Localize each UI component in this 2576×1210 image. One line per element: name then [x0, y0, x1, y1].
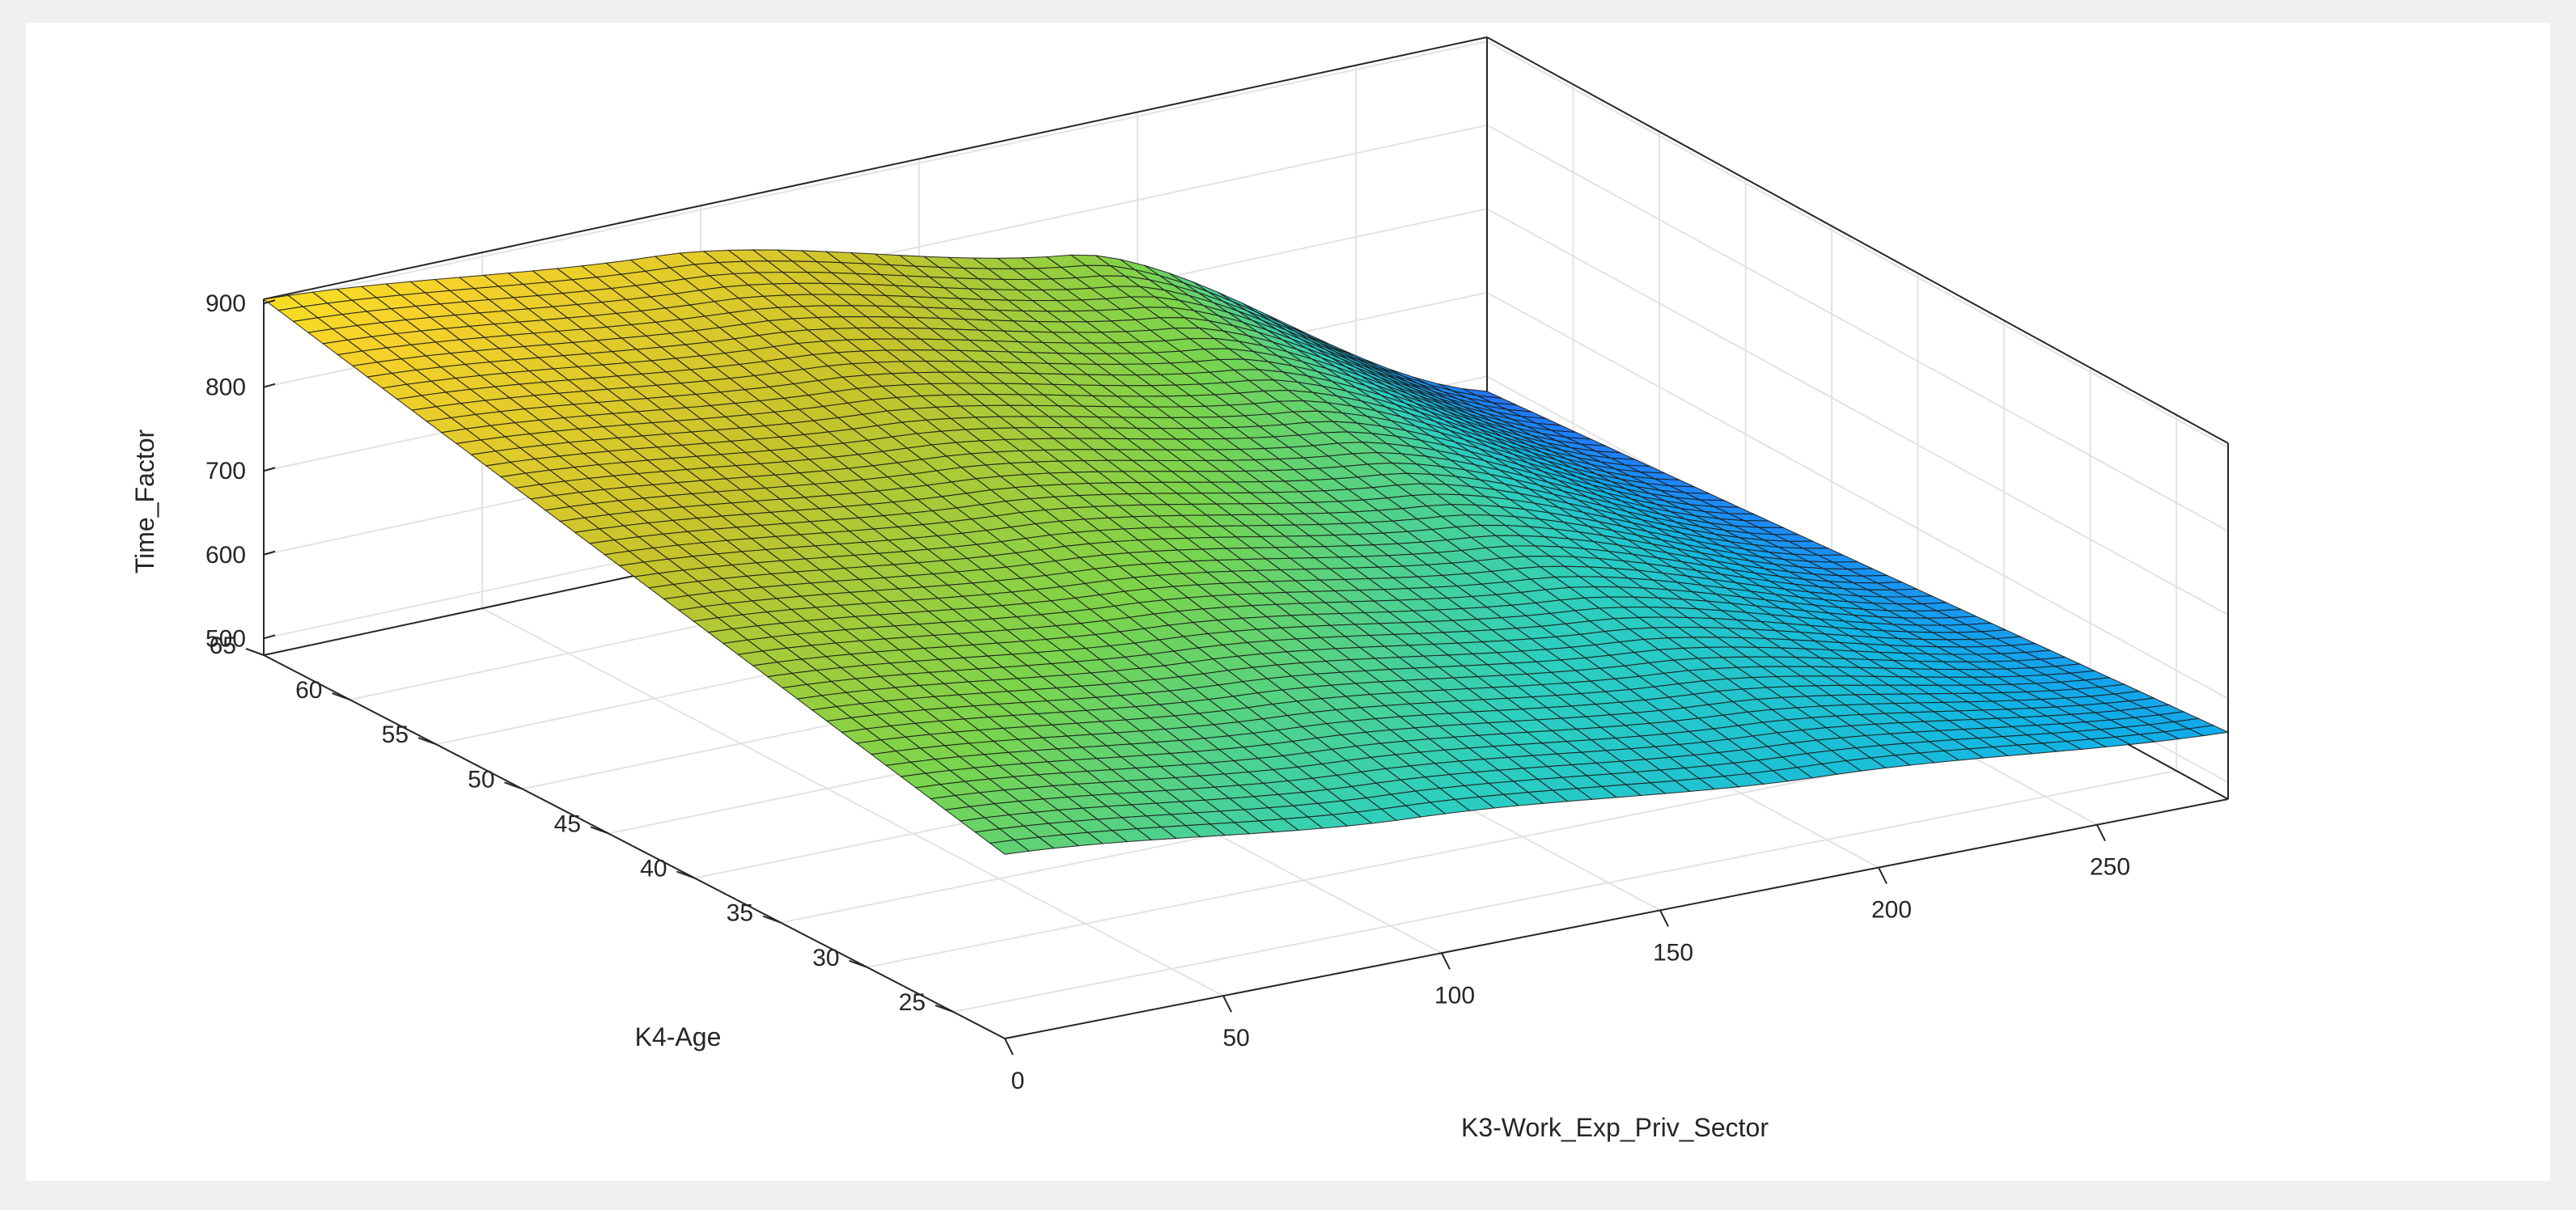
z-tick-label: 600 — [205, 542, 246, 569]
y-tick-label: 50 — [468, 766, 494, 793]
y-tick-mark — [590, 826, 609, 835]
z-tick-label: 800 — [205, 374, 246, 401]
y-tick-label: 25 — [899, 989, 926, 1016]
z-tick-label: 500 — [205, 625, 246, 652]
y-tick-mark — [762, 915, 782, 924]
x-tick-label: 150 — [1653, 939, 1693, 966]
z-tick-mark — [263, 634, 276, 640]
side-wall-grid-line-z — [1486, 40, 2229, 449]
y-tick-mark — [934, 1004, 954, 1013]
y-tick-label: 45 — [554, 810, 581, 837]
figure-canvas: 500 600 700 800 900 25 30 35 40 45 50 55 60 65 0 50 100 1… — [26, 23, 2550, 1181]
y-tick-mark — [849, 959, 867, 968]
y-tick-label: 65 — [210, 632, 236, 659]
y-axis-line — [263, 654, 1006, 1039]
box-edge — [1486, 36, 2229, 444]
x-tick-mark — [1878, 867, 1888, 885]
z-tick-mark — [263, 550, 276, 556]
z-axis-label: Time_Factor — [130, 429, 159, 573]
z-tick-mark — [263, 299, 276, 305]
x-tick-label: 0 — [1011, 1068, 1025, 1094]
x-tick-label: 250 — [2090, 854, 2130, 881]
z-tick-label: 900 — [205, 290, 246, 317]
z-tick-label: 700 — [205, 458, 246, 484]
x-tick-mark — [2096, 824, 2106, 842]
y-tick-label: 60 — [295, 677, 322, 704]
surface-patch — [2187, 725, 2230, 737]
y-axis-label: K4-Age — [635, 1022, 722, 1051]
x-tick-mark — [1222, 995, 1232, 1013]
x-tick-label: 100 — [1434, 982, 1475, 1009]
x-tick-mark — [1659, 909, 1669, 927]
tick-layer: 500 600 700 800 900 25 30 35 40 45 50 55 60 65 0 50 100 1… — [205, 290, 2130, 1094]
back-wall-grid-line-z — [263, 40, 1488, 305]
x-axis-label: K3-Work_Exp_Priv_Sector — [1461, 1113, 1769, 1142]
x-tick-label: 200 — [1871, 897, 1912, 924]
side-wall-grid-line-z — [1486, 124, 2229, 532]
side-wall-grid-line-z — [1486, 208, 2229, 616]
surface-mesh — [262, 249, 2230, 855]
x-tick-mark — [1004, 1038, 1014, 1056]
side-wall-grid-line-z — [1486, 291, 2229, 700]
floor-grid-line-y — [952, 769, 2177, 1013]
x-axis-line — [1004, 798, 2229, 1039]
surface-plot[interactable]: 500 600 700 800 900 25 30 35 40 45 50 55 60 65 0 50 100 1… — [26, 23, 2550, 1181]
y-tick-mark — [245, 648, 265, 656]
z-tick-mark — [263, 383, 276, 388]
y-tick-label: 55 — [382, 721, 409, 748]
y-tick-mark — [332, 692, 350, 701]
x-tick-mark — [1441, 952, 1451, 970]
y-tick-mark — [676, 870, 695, 879]
y-tick-mark — [417, 737, 437, 746]
z-tick-mark — [263, 467, 276, 472]
box-edge — [263, 36, 1488, 300]
x-tick-label: 50 — [1222, 1025, 1249, 1051]
y-tick-label: 35 — [727, 900, 753, 927]
y-tick-label: 40 — [640, 856, 667, 882]
y-tick-mark — [504, 781, 523, 790]
floor-grid-line-x — [481, 607, 1224, 997]
y-tick-label: 30 — [812, 945, 839, 971]
